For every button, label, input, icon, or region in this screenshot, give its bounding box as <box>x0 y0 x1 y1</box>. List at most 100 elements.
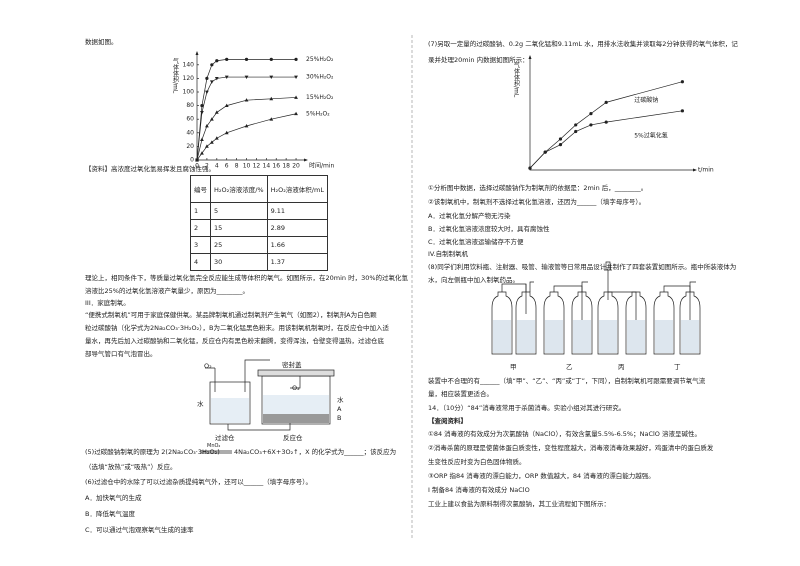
y-axis-label: 气体体积/mL <box>172 57 179 94</box>
data-point <box>680 109 684 113</box>
data-point <box>558 137 563 141</box>
y-tick-label: 0 <box>190 157 194 164</box>
data-point <box>294 95 298 99</box>
text-line: (6)过滤仓中的水除了可以过滤杂质提纯氧气外，还可以______（填字母序号）。 <box>85 478 312 486</box>
series-label: 5%过氧化氢 <box>634 132 668 140</box>
y-tick-label: 40 <box>186 129 194 136</box>
data-point <box>209 140 214 144</box>
x-tick-label: 8 <box>235 163 239 170</box>
data-point <box>214 110 219 114</box>
data-point <box>589 112 593 116</box>
text-line: I 制备84 消毒液的有效成分 NaClO <box>428 486 530 494</box>
data-point <box>574 123 578 127</box>
x-tick-label: 12 <box>253 163 261 170</box>
bottle-label: 丙 <box>618 363 625 371</box>
text-line: 录并处理20min 内数据如图所示： <box>428 56 529 64</box>
table-cell: 30 <box>210 253 268 271</box>
data-point <box>589 123 593 127</box>
data-point <box>224 75 229 80</box>
data-point <box>205 90 209 94</box>
text-line: 水，向左侧瓶中加入制氧药品。 <box>428 276 519 284</box>
y-tick-label: 80 <box>186 102 194 109</box>
data-point <box>680 80 684 84</box>
y-tick-label: 140 <box>183 61 195 68</box>
x-tick-label: 20 <box>292 163 300 170</box>
data-point <box>209 80 214 84</box>
text-line: 数据如图。 <box>85 38 118 46</box>
data-point <box>205 76 209 80</box>
bottle-label: 甲 <box>510 363 517 371</box>
text-line: (8)同学们利用饮料瓶、注射器、吸管、输液管等日常用品设计并制作了四套装置如图所… <box>428 263 737 271</box>
y-tick-label: 20 <box>186 143 194 150</box>
data-point <box>205 124 209 128</box>
bottle-label: 丁 <box>674 363 681 371</box>
data-point <box>195 158 199 162</box>
option: B．降低氧气温度 <box>85 510 135 518</box>
x-tick-label: 2 <box>205 163 209 170</box>
x-tick-label: 10 <box>243 163 251 170</box>
data-point <box>604 120 608 124</box>
data-point <box>209 117 214 121</box>
table-cell: 2 <box>190 219 211 237</box>
axis-arrow <box>693 168 697 172</box>
y-tick-label: 120 <box>183 75 195 82</box>
reaction-text: 4Na₂CO₃+6X+3O₂↑，X 的化学式为______；该反应为 <box>234 448 397 456</box>
question-heading: 14．（10分）“84”消毒液常用于杀菌消毒。实验小组对其进行研究。 <box>428 404 626 412</box>
table-cell: 1 <box>190 202 211 220</box>
data-point <box>269 75 274 80</box>
option: C．过氧化氢溶液运输储存不方便 <box>428 238 524 246</box>
x-tick-label: 14 <box>263 163 271 170</box>
table-cell: 5 <box>210 202 268 220</box>
text-line: 【资料】高浓度过氧化氢易挥发且腐蚀性强。 <box>85 165 215 173</box>
series-line <box>196 113 297 161</box>
text-line: 工业上建以食盐为原料制得次氯酸钠，其工业流程如下图所示： <box>428 500 610 508</box>
device-label: 水 <box>197 400 204 408</box>
data-point <box>294 111 298 116</box>
bottles-diagram <box>491 261 701 355</box>
series-label: 过碳酸钠 <box>634 96 658 104</box>
x-axis-label: 时间/min <box>309 162 335 170</box>
data-table: 编号 H₂O₂溶液浓度/% H₂O₂溶液体积/mL 1 5 9.11 2 15 2.89 3… <box>190 175 328 271</box>
text-line: 理论上，相同条件下，等质量过氧化氢完全反应能生成等体积的氧气。如图所示，在20m… <box>85 274 409 282</box>
series-label: 15%H₂O₂ <box>306 94 334 101</box>
text-line: 溶液比25%的过氧化氢溶液产氧量少，原因为________。 <box>85 287 249 295</box>
table-header: H₂O₂溶液浓度/% <box>210 175 268 203</box>
data-point <box>543 150 547 154</box>
text-line: ②该制氧机中，制氧剂不选择过氧化氢溶液，还因为______（填字母序号）。 <box>428 198 646 206</box>
device-label: 反应仓 <box>283 434 303 442</box>
data-point <box>294 57 298 61</box>
series-label: 25%H₂O₂ <box>306 56 334 63</box>
device-label: 水 <box>337 396 344 404</box>
text-line: ②消毒杀菌的原理是使菌体蛋白质变性，变性程度越大，消毒液消毒效果越好，鸡蛋清中的… <box>428 444 714 452</box>
y-tick-label: 100 <box>183 89 195 96</box>
text-line: （选填“放热”或“吸热”）反应。 <box>85 463 177 471</box>
data-point <box>205 144 209 148</box>
option: B．过氧化氢溶液浓度较大时，具有腐蚀性 <box>428 225 550 233</box>
data-point <box>269 57 273 61</box>
data-point <box>210 63 214 67</box>
text-line: “便携式制氧机”可用于家庭保健供氧。某品牌制氧机通过制氧剂产生氧气（如图2），制… <box>85 311 377 319</box>
data-point <box>574 129 578 134</box>
device-diagram <box>205 359 335 431</box>
series-label: 5%H₂O₂ <box>306 110 330 117</box>
data-point <box>244 57 249 61</box>
text-line: (7)另取一定量的过碳酸钠、0.2g 二氧化锰和9.11mL 水，用排水法收集并… <box>428 40 738 48</box>
series-label: 30%H₂O₂ <box>306 74 334 81</box>
text-line: ①分析图中数据，选择过碳酸钠作为制氧剂的依据是：2min 后，________。 <box>428 184 648 192</box>
reaction-text: (5)过碳酸钠制氧的原理为 2(2Na₂CO₃·3H₂O₂) <box>85 448 220 456</box>
device-label: O₂ <box>204 362 212 370</box>
option: A．过氧化氢分解产物无污染 <box>428 212 511 220</box>
data-point <box>224 130 229 135</box>
text-line: 量，相应装置更适合。 <box>428 390 493 398</box>
data-point <box>269 117 274 121</box>
text-line: 装置中不合理的有______（填“甲”、“乙”、“丙”或“丁”，下同），自制制氧… <box>428 377 706 385</box>
text-line: ①84 消毒液的有效成分为次氯酸钠（NaClO），有效含氯量5.5%-6.5%；… <box>428 430 701 438</box>
option: C．可以通过气泡观察氧气生成的速率 <box>85 526 194 534</box>
data-point <box>215 59 219 63</box>
data-point <box>244 75 249 80</box>
x-tick-label: 4 <box>215 163 219 170</box>
table-cell: 25 <box>210 236 268 254</box>
data-point <box>200 151 204 155</box>
device-label: 过滤仓 <box>215 434 235 442</box>
x-tick-label: 16 <box>272 163 280 170</box>
